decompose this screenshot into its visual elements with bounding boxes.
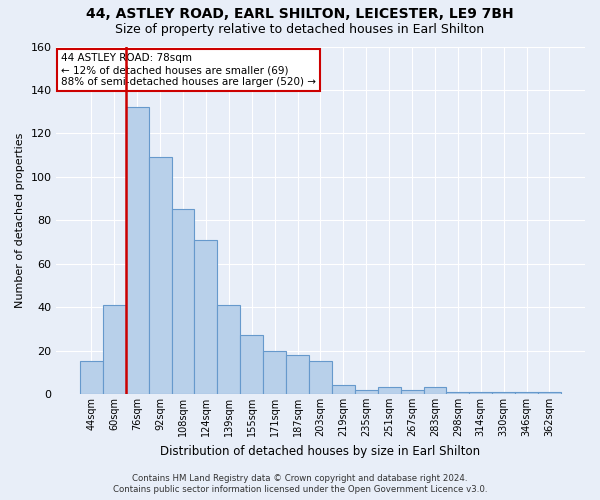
Bar <box>263 350 286 394</box>
Bar <box>355 390 377 394</box>
Bar <box>149 158 172 394</box>
Bar <box>538 392 561 394</box>
Bar <box>401 390 424 394</box>
X-axis label: Distribution of detached houses by size in Earl Shilton: Distribution of detached houses by size … <box>160 444 481 458</box>
Bar <box>240 336 263 394</box>
Bar <box>515 392 538 394</box>
Bar <box>172 210 194 394</box>
Bar <box>332 386 355 394</box>
Bar <box>126 108 149 394</box>
Bar <box>446 392 469 394</box>
Bar <box>492 392 515 394</box>
Text: Size of property relative to detached houses in Earl Shilton: Size of property relative to detached ho… <box>115 22 485 36</box>
Y-axis label: Number of detached properties: Number of detached properties <box>15 132 25 308</box>
Bar <box>309 362 332 394</box>
Text: 44, ASTLEY ROAD, EARL SHILTON, LEICESTER, LE9 7BH: 44, ASTLEY ROAD, EARL SHILTON, LEICESTER… <box>86 8 514 22</box>
Bar <box>469 392 492 394</box>
Bar <box>217 305 240 394</box>
Bar <box>194 240 217 394</box>
Bar <box>103 305 126 394</box>
Bar <box>80 362 103 394</box>
Text: Contains HM Land Registry data © Crown copyright and database right 2024.
Contai: Contains HM Land Registry data © Crown c… <box>113 474 487 494</box>
Text: 44 ASTLEY ROAD: 78sqm
← 12% of detached houses are smaller (69)
88% of semi-deta: 44 ASTLEY ROAD: 78sqm ← 12% of detached … <box>61 54 316 86</box>
Bar <box>286 355 309 394</box>
Bar <box>377 388 401 394</box>
Bar <box>424 388 446 394</box>
